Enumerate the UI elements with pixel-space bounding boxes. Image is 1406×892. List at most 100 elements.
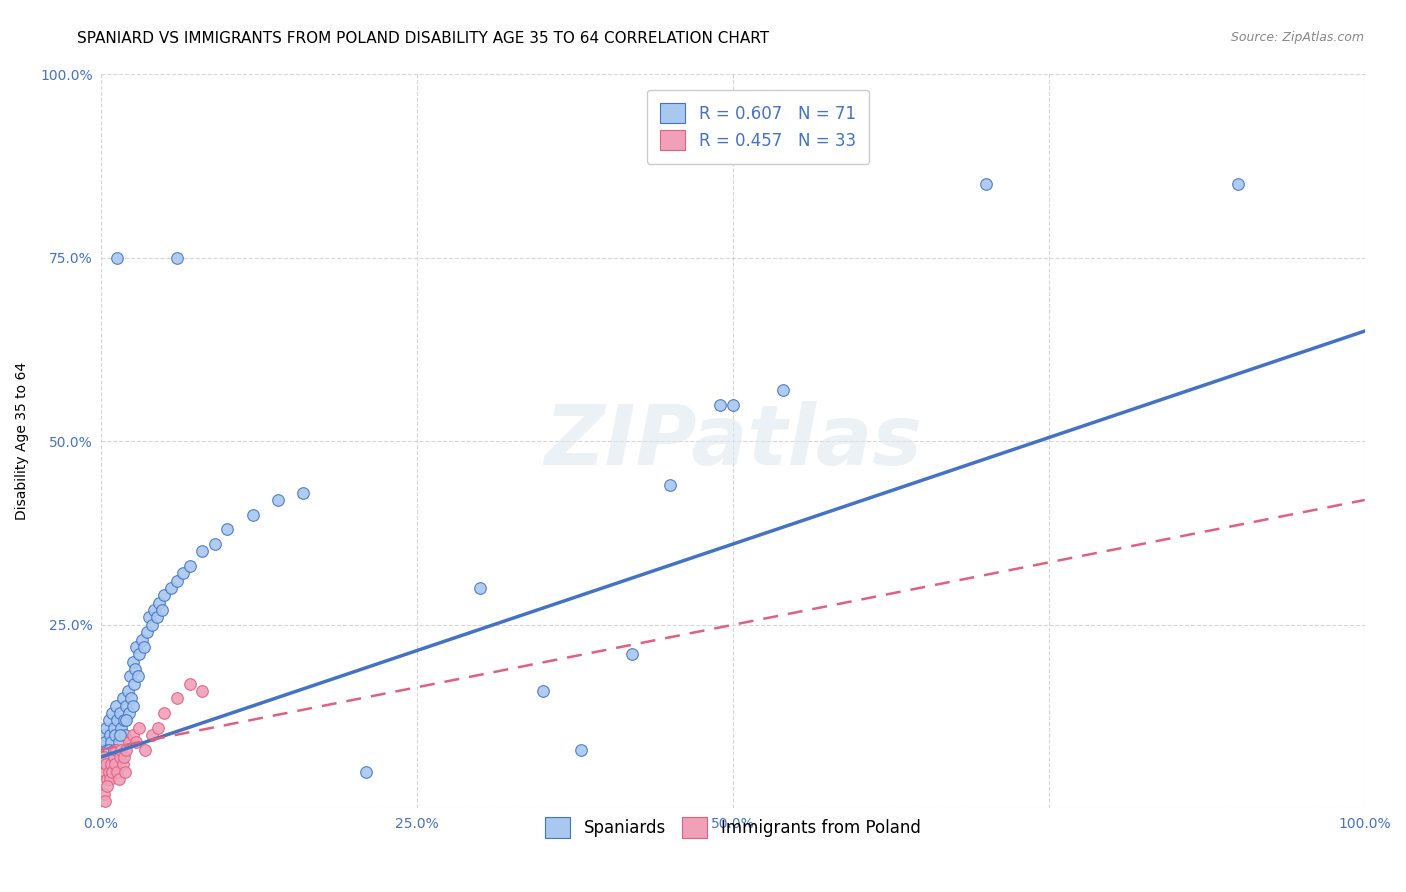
Point bbox=[108, 750, 131, 764]
Point bbox=[356, 764, 378, 779]
Point bbox=[97, 742, 120, 756]
Point bbox=[141, 728, 163, 742]
Point bbox=[117, 684, 139, 698]
Point bbox=[143, 603, 166, 617]
Point bbox=[101, 764, 124, 779]
Point bbox=[150, 603, 173, 617]
Point bbox=[709, 397, 731, 411]
Point bbox=[121, 655, 143, 669]
Y-axis label: Disability Age 35 to 64: Disability Age 35 to 64 bbox=[15, 362, 30, 520]
Point bbox=[94, 735, 117, 749]
Point bbox=[118, 706, 141, 720]
Point bbox=[974, 177, 997, 191]
Point bbox=[166, 574, 188, 588]
Point bbox=[145, 610, 167, 624]
Point bbox=[134, 742, 156, 756]
Point bbox=[121, 728, 143, 742]
Point bbox=[107, 764, 129, 779]
Point bbox=[103, 742, 125, 756]
Point bbox=[153, 706, 176, 720]
Point bbox=[620, 647, 643, 661]
Point bbox=[131, 632, 153, 647]
Point bbox=[121, 698, 143, 713]
Point bbox=[159, 581, 181, 595]
Point bbox=[127, 669, 149, 683]
Point bbox=[111, 691, 134, 706]
Point bbox=[1227, 177, 1250, 191]
Point bbox=[166, 251, 188, 265]
Point bbox=[179, 676, 201, 690]
Point bbox=[98, 772, 121, 786]
Point bbox=[217, 522, 239, 536]
Point bbox=[108, 728, 131, 742]
Point bbox=[96, 780, 118, 794]
Point bbox=[93, 750, 115, 764]
Point bbox=[93, 728, 115, 742]
Point bbox=[721, 397, 744, 411]
Point bbox=[292, 485, 315, 500]
Point bbox=[114, 764, 136, 779]
Point bbox=[179, 559, 201, 574]
Point bbox=[115, 742, 138, 756]
Point bbox=[204, 537, 226, 551]
Point bbox=[267, 493, 290, 508]
Point bbox=[93, 787, 115, 801]
Point bbox=[141, 617, 163, 632]
Point bbox=[93, 750, 115, 764]
Point bbox=[569, 742, 592, 756]
Point bbox=[153, 589, 176, 603]
Point bbox=[108, 706, 131, 720]
Point bbox=[104, 757, 127, 772]
Point bbox=[128, 647, 150, 661]
Point bbox=[101, 706, 124, 720]
Point bbox=[98, 728, 121, 742]
Text: ZIPatlas: ZIPatlas bbox=[544, 401, 922, 482]
Point bbox=[191, 544, 214, 558]
Point bbox=[103, 750, 125, 764]
Point bbox=[124, 662, 146, 676]
Point bbox=[94, 794, 117, 808]
Point bbox=[94, 757, 117, 772]
Point bbox=[120, 691, 142, 706]
Point bbox=[110, 721, 132, 735]
Legend: Spaniards, Immigrants from Poland: Spaniards, Immigrants from Poland bbox=[538, 811, 928, 844]
Point bbox=[146, 721, 169, 735]
Point bbox=[114, 728, 136, 742]
Point bbox=[172, 566, 194, 581]
Point bbox=[138, 610, 160, 624]
Point bbox=[105, 742, 128, 756]
Point bbox=[122, 676, 145, 690]
Point bbox=[772, 383, 794, 397]
Point bbox=[94, 764, 117, 779]
Point bbox=[97, 714, 120, 728]
Point bbox=[125, 735, 148, 749]
Point bbox=[112, 714, 135, 728]
Point bbox=[94, 721, 117, 735]
Point bbox=[112, 750, 135, 764]
Point bbox=[135, 625, 157, 640]
Point bbox=[107, 251, 129, 265]
Point bbox=[104, 728, 127, 742]
Point bbox=[96, 772, 118, 786]
Point bbox=[103, 721, 125, 735]
Point bbox=[120, 669, 142, 683]
Point bbox=[118, 735, 141, 749]
Point bbox=[107, 772, 129, 786]
Point bbox=[191, 684, 214, 698]
Point bbox=[96, 742, 118, 756]
Text: SPANIARD VS IMMIGRANTS FROM POLAND DISABILITY AGE 35 TO 64 CORRELATION CHART: SPANIARD VS IMMIGRANTS FROM POLAND DISAB… bbox=[77, 31, 769, 46]
Point bbox=[94, 757, 117, 772]
Point bbox=[115, 714, 138, 728]
Point bbox=[100, 750, 122, 764]
Text: Source: ZipAtlas.com: Source: ZipAtlas.com bbox=[1230, 31, 1364, 45]
Point bbox=[107, 735, 129, 749]
Point bbox=[100, 735, 122, 749]
Point bbox=[132, 640, 155, 654]
Point bbox=[242, 508, 264, 522]
Point bbox=[105, 698, 128, 713]
Point bbox=[91, 742, 114, 756]
Point bbox=[531, 684, 554, 698]
Point bbox=[470, 581, 492, 595]
Point bbox=[111, 757, 134, 772]
Point bbox=[100, 757, 122, 772]
